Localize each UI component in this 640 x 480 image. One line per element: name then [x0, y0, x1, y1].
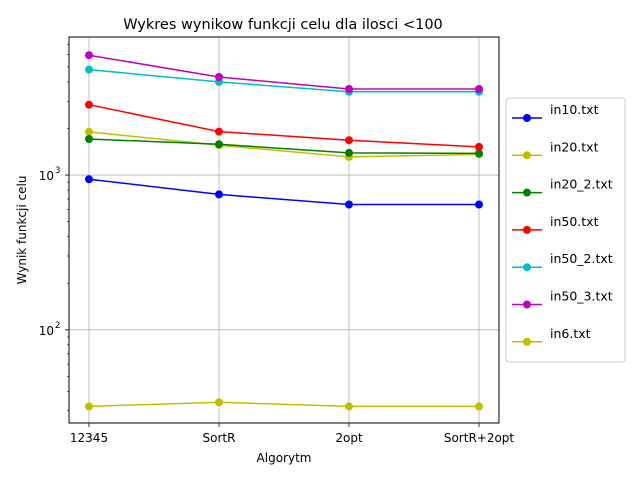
data-point [475, 149, 483, 158]
legend-marker [523, 114, 531, 122]
y-tick-exponent: 2 [55, 321, 60, 331]
data-point [85, 402, 93, 411]
data-point [85, 135, 93, 143]
data-point [475, 200, 483, 209]
data-point [475, 142, 483, 151]
y-tick-exponent: 3 [55, 166, 60, 176]
data-point [215, 73, 223, 81]
y-tick-label: 10 [39, 324, 54, 338]
legend-label: in50_2.txt [550, 251, 613, 266]
legend-marker [523, 263, 531, 272]
legend-marker [523, 225, 531, 234]
grid [69, 37, 499, 423]
data-point [215, 140, 223, 149]
series-line [88, 54, 479, 90]
data-point [345, 402, 353, 411]
legend-label: in20_2.txt [550, 177, 613, 192]
x-axis-ticks: 12345 SortR 2opt SortR+2opt [70, 423, 515, 445]
y-tick-label: 10 [39, 169, 54, 183]
plot-frame [68, 36, 500, 424]
series-line [88, 401, 479, 408]
legend: in10.txt in20.txt in20_2.txt in50.txt in50_2… [505, 97, 626, 363]
data-point [85, 100, 93, 109]
data-point [475, 402, 483, 411]
legend-marker [523, 188, 531, 197]
legend-label: in50_3.txt [550, 289, 613, 304]
data-point [215, 127, 223, 136]
data-point [345, 85, 353, 93]
data-point [85, 127, 93, 136]
series-layer [85, 51, 483, 411]
legend-label: in50.txt [550, 214, 599, 229]
series-line [88, 131, 480, 158]
data-point [475, 85, 483, 93]
legend-marker [523, 151, 531, 160]
data-point [85, 65, 93, 74]
chart-title: Wykres wynikow funkcji celu dla ilosci <… [123, 17, 443, 33]
legend-label: in6.txt [550, 326, 591, 341]
y-axis-label: Wynik funkcji celu [15, 176, 29, 285]
x-tick-label: 2opt [335, 431, 363, 445]
series-line [88, 138, 480, 155]
legend-label: in10.txt [550, 102, 599, 117]
legend-marker [523, 300, 531, 309]
x-tick-label: SortR [203, 431, 236, 445]
x-tick-label: 12345 [70, 431, 108, 445]
x-axis-label: Algorytm [257, 451, 312, 465]
data-point [85, 51, 93, 60]
legend-frame [505, 97, 626, 363]
x-tick-label: SortR+2opt [444, 431, 515, 445]
series-line [88, 68, 479, 93]
legend-label: in20.txt [550, 139, 599, 154]
data-point [345, 200, 353, 209]
data-point [215, 398, 223, 407]
legend-marker [523, 337, 531, 346]
data-point [85, 175, 93, 184]
data-point [345, 136, 353, 145]
data-point [215, 190, 223, 199]
data-point [345, 148, 353, 157]
series-line [88, 178, 479, 206]
series-line [88, 103, 480, 148]
